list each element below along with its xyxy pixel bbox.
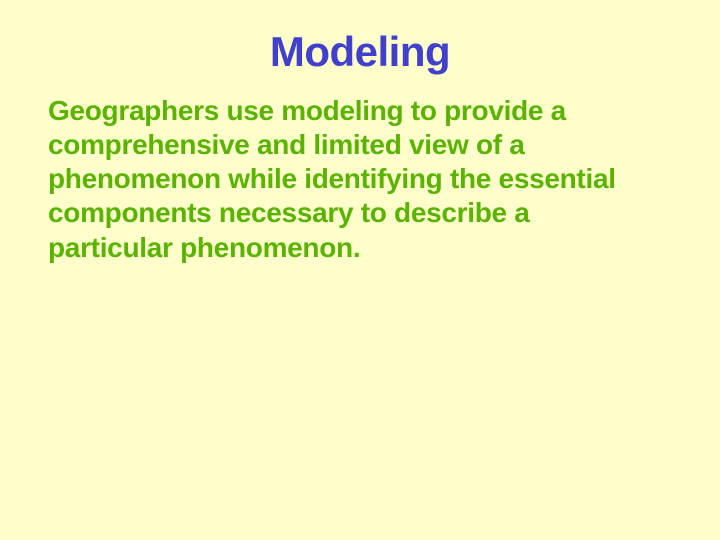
slide-title: Modeling bbox=[0, 0, 720, 94]
slide-container: Modeling Geographers use modeling to pro… bbox=[0, 0, 720, 540]
slide-body-text: Geographers use modeling to provide a co… bbox=[0, 94, 720, 265]
